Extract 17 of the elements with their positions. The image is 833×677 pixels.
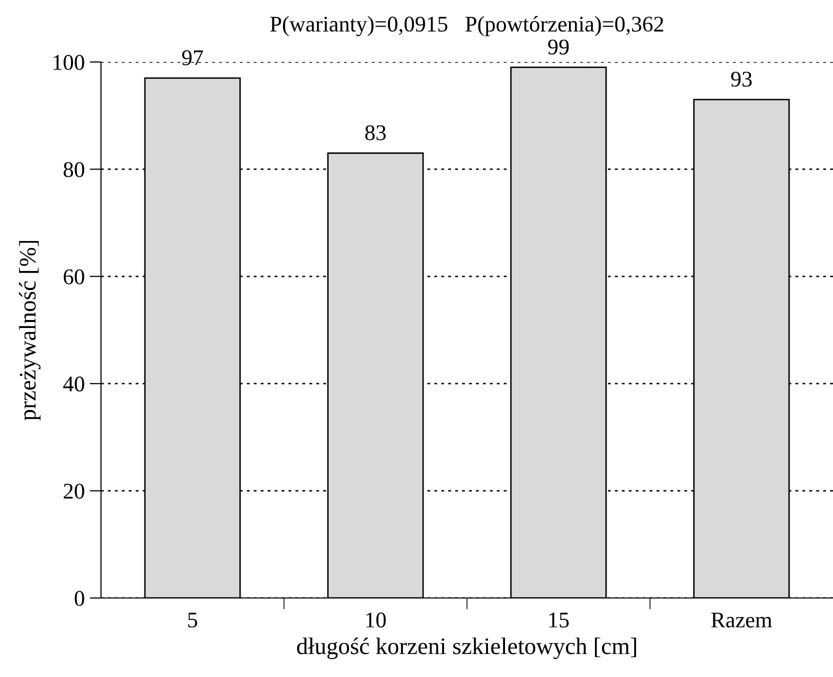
y-tick-label: 40 — [63, 376, 84, 392]
x-axis-title: długość korzeni szkieletowych [cm] — [297, 638, 636, 660]
chart-title: P(warianty)=0,0915 P(powtórzenia)=0,362 — [270, 16, 664, 36]
data-label: 97 — [182, 50, 203, 66]
x-tick-label: 15 — [549, 612, 569, 628]
data-label: 83 — [365, 125, 386, 140]
data-label: 99 — [548, 40, 569, 55]
data-label: 93 — [731, 72, 752, 87]
y-tick-label: 20 — [64, 484, 84, 499]
y-tick-label: 60 — [64, 269, 84, 284]
y-axis-title: przeżywalność [%] — [19, 240, 41, 420]
y-tick-label: 80 — [64, 162, 84, 178]
y-tick-label: 100 — [54, 54, 84, 70]
x-tick-label: 5 — [188, 612, 198, 628]
x-tick-label: Razem — [711, 612, 772, 628]
y-tick-label: 0 — [74, 590, 84, 606]
x-tick-label: 10 — [366, 612, 386, 628]
